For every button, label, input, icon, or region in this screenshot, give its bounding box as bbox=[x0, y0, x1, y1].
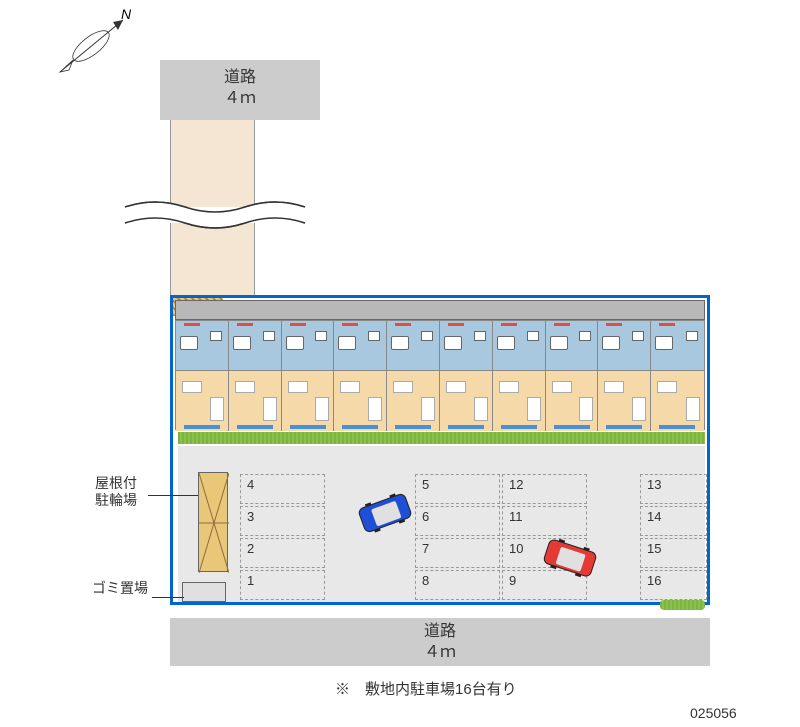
unit bbox=[598, 321, 651, 431]
unit bbox=[440, 321, 493, 431]
unit bbox=[493, 321, 546, 431]
compass: N bbox=[55, 10, 135, 80]
parking-slot: 13 bbox=[640, 474, 707, 504]
unit bbox=[229, 321, 282, 431]
lawn-strip bbox=[178, 432, 705, 444]
parking-slot: 1 bbox=[240, 570, 325, 600]
unit bbox=[546, 321, 599, 431]
bike-shed-leader-line bbox=[148, 495, 198, 496]
unit bbox=[282, 321, 335, 431]
road-top-label-2: ４ｍ bbox=[224, 90, 256, 107]
parking-slot: 12 bbox=[502, 474, 587, 504]
road-top-label-1: 道路 bbox=[224, 69, 256, 86]
parking-slot: 8 bbox=[415, 570, 500, 600]
site-plan: N 道路 ４ｍ bbox=[0, 0, 800, 727]
building-shell bbox=[175, 300, 705, 320]
road-bottom-label-1: 道路 bbox=[424, 623, 456, 640]
parking-slot: 14 bbox=[640, 506, 707, 536]
road-top: 道路 ４ｍ bbox=[160, 60, 320, 120]
trash-label: ゴミ置場 bbox=[92, 578, 148, 598]
parking-note: ※ 敷地内駐車場16台有り bbox=[335, 678, 517, 699]
parking-slot: 4 bbox=[240, 474, 325, 504]
parking-slot: 11 bbox=[502, 506, 587, 536]
parking-slot: 5 bbox=[415, 474, 500, 504]
parking-slot: 6 bbox=[415, 506, 500, 536]
parking-slot: 2 bbox=[240, 538, 325, 568]
road-bottom: 道路 ４ｍ bbox=[170, 618, 710, 666]
parking-slot: 15 bbox=[640, 538, 707, 568]
bike-shed-label-1: 屋根付 bbox=[95, 475, 137, 491]
road-break-icon bbox=[120, 195, 310, 235]
trash-leader-line bbox=[152, 597, 184, 598]
bike-shed-label: 屋根付 駐輪場 bbox=[95, 475, 137, 509]
bike-shed bbox=[198, 472, 228, 572]
bike-shed-label-2: 駐輪場 bbox=[95, 492, 137, 508]
building-units bbox=[175, 320, 705, 430]
unit bbox=[387, 321, 440, 431]
parking-slot: 7 bbox=[415, 538, 500, 568]
compass-label: N bbox=[121, 6, 131, 22]
reference-number: 025056 bbox=[690, 705, 737, 721]
parking-slot: 16 bbox=[640, 570, 707, 600]
unit bbox=[176, 321, 229, 431]
unit bbox=[334, 321, 387, 431]
trash-area bbox=[182, 582, 226, 602]
parking-slot: 3 bbox=[240, 506, 325, 536]
lawn-patch bbox=[660, 600, 705, 610]
unit bbox=[651, 321, 704, 431]
road-bottom-label-2: ４ｍ bbox=[424, 644, 456, 661]
